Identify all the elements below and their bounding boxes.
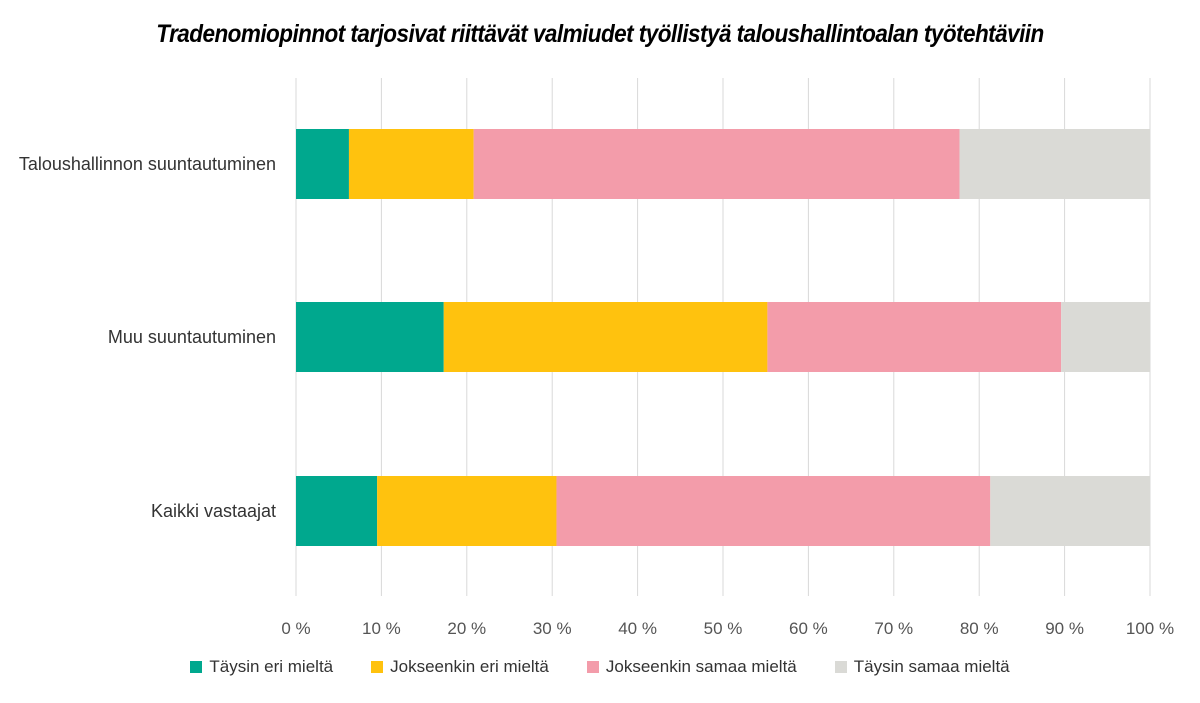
legend-label: Täysin samaa mieltä [853,657,1010,676]
bar-segment [296,476,378,546]
legend-label: Jokseenkin samaa mieltä [605,657,797,676]
bar-segment [767,302,1062,372]
x-tick-label: 100 % [1126,619,1174,638]
bar-segment [443,302,768,372]
legend-item: Jokseenkin eri mieltä [371,657,549,677]
category-label: Taloushallinnon suuntautuminen [19,154,276,174]
x-tick-label: 10 % [362,619,401,638]
bar-segment [990,476,1150,546]
legend-swatch [586,661,599,673]
legend-swatch [190,661,203,673]
x-tick-label: 60 % [789,619,828,638]
x-tick-label: 20 % [447,619,486,638]
bar-segment [473,129,960,199]
bar-segment [348,129,474,199]
x-tick-label: 90 % [1045,619,1084,638]
bar-segment [556,476,991,546]
legend-item: Täysin eri mieltä [190,657,333,677]
x-tick-label: 80 % [960,619,999,638]
x-tick-label: 30 % [533,619,572,638]
bar-segment [296,302,444,372]
category-label: Kaikki vastaajat [151,501,276,521]
category-label: Muu suuntautuminen [108,327,276,347]
legend-label: Täysin eri mieltä [209,657,334,676]
legend-item: Täysin samaa mieltä [834,657,1010,677]
bar-segment [959,129,1150,199]
legend-item: Jokseenkin samaa mieltä [586,657,797,677]
x-tick-label: 70 % [874,619,913,638]
bar-segment [377,476,557,546]
chart-title: Tradenomiopinnot tarjosivat riittävät va… [156,20,1044,48]
legend-swatch [834,661,847,673]
legend: Täysin eri mieltä Jokseenkin eri mieltä Jo… [0,657,1200,677]
x-tick-label: 50 % [704,619,743,638]
x-tick-label: 0 % [281,619,310,638]
x-tick-label: 40 % [618,619,657,638]
legend-swatch [371,661,384,673]
legend-label: Jokseenkin eri mieltä [390,657,549,676]
bar-segment [1061,302,1150,372]
bar-segment [296,129,349,199]
